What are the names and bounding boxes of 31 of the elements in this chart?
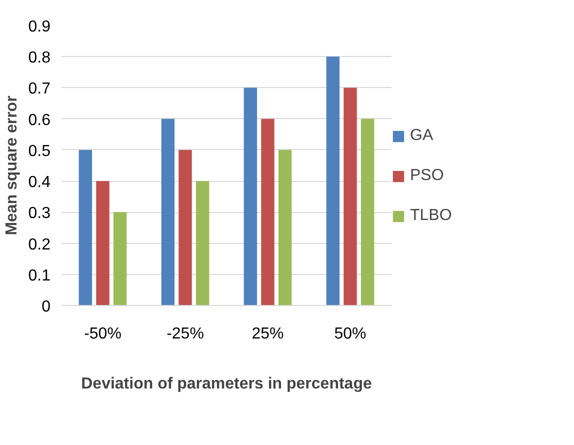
bar [113,212,127,306]
x-tick-label: 50% [334,326,366,342]
x-tick-label: 25% [252,326,284,342]
bar [261,118,274,306]
y-tick-label: 0.1 [28,267,51,284]
y-tick-label: 0.9 [28,18,51,36]
bar [278,150,292,306]
bar [196,181,210,306]
bar [360,118,374,306]
y-tick-label: 0.3 [28,205,51,222]
bar [161,118,175,306]
x-axis-title: Deviation of parameters in percentage [81,376,372,392]
legend-label: PSO [410,167,444,185]
bar [96,181,110,306]
y-axis-title: Mean square error [3,96,20,236]
y-tick-label: 0.2 [28,236,51,254]
y-tick-label: 0.5 [28,142,51,160]
y-tick-label: 0.4 [28,174,51,192]
bar [344,88,357,306]
bar [244,88,258,306]
bar [178,150,192,306]
y-tick-label: 0 [42,298,51,316]
legend-label: TLBO [410,207,452,225]
bar [78,150,92,306]
y-tick-label: 0.7 [28,80,51,98]
y-tick-label: 0.6 [28,112,51,129]
x-tick-label: -25% [166,326,204,342]
x-tick-label: -50% [84,326,122,342]
legend-label: GA [410,127,434,145]
bar [326,56,340,306]
y-tick-label: 0.8 [28,50,51,67]
